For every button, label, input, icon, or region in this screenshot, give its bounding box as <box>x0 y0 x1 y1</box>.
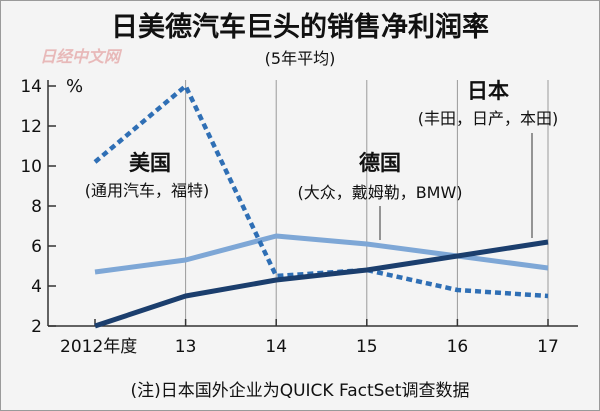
series-lines <box>93 83 549 329</box>
watermark-logo: 日经中文网 <box>40 47 123 66</box>
chart-subtitle: (5年平均) <box>265 49 336 68</box>
series-line-德国 <box>94 233 549 275</box>
series-labels: 美国 (通用汽车，福特) 德国 (大众，戴姆勒，BMW) 日本 (丰田，日产，本田) <box>85 79 559 240</box>
chart-title: 日美德汽车巨头的销售净利润率 <box>111 11 489 43</box>
x-tick-label-2015: 15 <box>356 337 378 357</box>
series-label-日本: 日本 <box>467 79 509 103</box>
y-tick-labels: 2 4 6 8 10 12 14 <box>20 77 56 337</box>
x-tick-label-2016: 16 <box>447 337 469 357</box>
y-tick-label-2: 2 <box>31 317 42 337</box>
y-tick-label-8: 8 <box>31 197 42 217</box>
grid <box>185 80 549 326</box>
x-tick-label-2013: 13 <box>175 337 197 357</box>
y-tick-label-14: 14 <box>20 77 42 97</box>
axes <box>47 80 578 327</box>
x-tick-label-2017: 17 <box>537 337 559 357</box>
y-tick-label-6: 6 <box>31 237 42 257</box>
series-label-德国: 德国 <box>359 151 401 175</box>
chart-footnote: (注)日本国外企业为QUICK FactSet调查数据 <box>130 381 469 401</box>
series-note-美国: (通用汽车，福特) <box>85 181 210 200</box>
y-tick-label-4: 4 <box>31 277 42 297</box>
series-label-美国: 美国 <box>129 151 171 175</box>
x-tick-label-2014: 14 <box>265 337 287 357</box>
series-note-德国: (大众，戴姆勒，BMW) <box>297 183 462 202</box>
y-axis-unit: % <box>66 76 83 97</box>
series-note-日本: (丰田，日产，本田) <box>418 109 559 128</box>
series-line-日本 <box>94 239 549 329</box>
y-tick-label-12: 12 <box>20 117 42 137</box>
y-tick-label-10: 10 <box>20 157 42 177</box>
x-tick-labels: 2012年度 13 14 15 16 17 <box>60 319 559 357</box>
x-tick-label-2012: 2012年度 <box>60 337 137 357</box>
